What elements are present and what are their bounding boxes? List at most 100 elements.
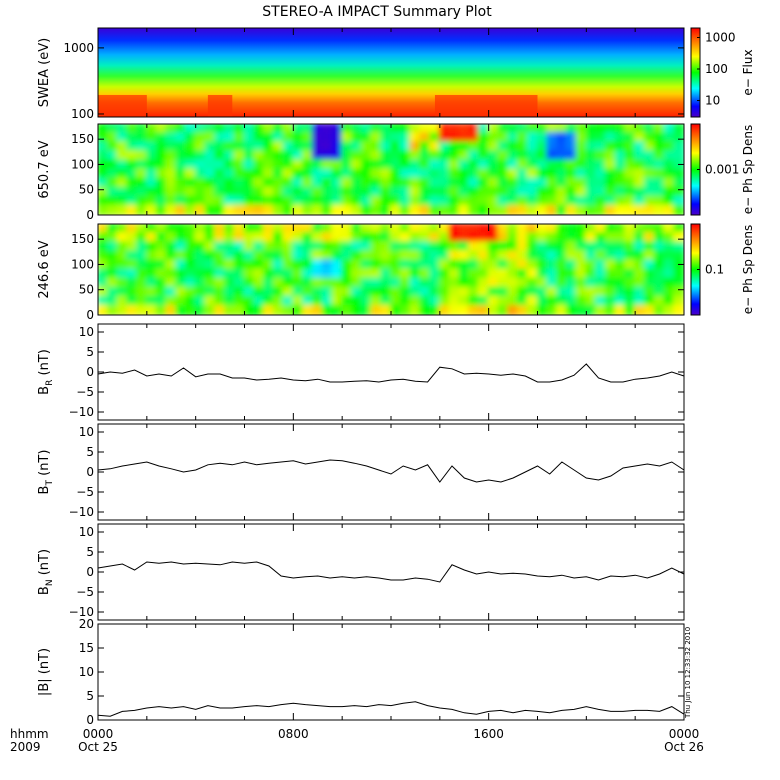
heatmap-cell [624, 304, 637, 315]
heatmap-cell [419, 159, 432, 171]
heatmap-cell [624, 268, 637, 280]
heatmap-cell [653, 186, 666, 198]
heatmap-cell [126, 168, 139, 180]
heatmap-cell [370, 224, 383, 235]
heatmap-cell [497, 232, 510, 244]
heatmap-cell [155, 250, 168, 262]
heatmap-cell [341, 186, 353, 198]
heatmap-cell [292, 232, 305, 244]
heatmap-cell [194, 286, 207, 298]
heatmap-cell [409, 259, 422, 271]
heatmap-cell [653, 241, 666, 253]
heatmap-cell [556, 132, 568, 144]
heatmap-cell [98, 241, 109, 253]
heatmap-cell [419, 232, 432, 244]
heatmap-cell [204, 150, 217, 162]
heatmap-cell [556, 295, 568, 307]
heatmap-cell [546, 186, 559, 198]
heatmap-cell [624, 232, 637, 244]
heatmap-cell [409, 232, 422, 244]
heatmap-cell [263, 250, 275, 262]
heatmap-cell [399, 224, 412, 235]
heatmap-cell [302, 159, 314, 171]
heatmap-cell [556, 232, 568, 244]
series-line-bt [97, 459, 685, 483]
heatmap-cell [468, 204, 480, 215]
heatmap-cell [136, 132, 148, 144]
heatmap-cell [253, 124, 266, 135]
heatmap-cell [263, 277, 275, 289]
heatmap-cell [643, 204, 656, 215]
heatmap-cell [311, 224, 324, 235]
heatmap-cell [98, 259, 109, 271]
heatmap-cell [302, 141, 314, 153]
heatmap-cell [331, 241, 344, 253]
heatmap-cell [419, 277, 432, 289]
heatmap-cell [253, 232, 266, 244]
heatmap-cell [341, 141, 353, 153]
heatmap-cell [126, 241, 139, 253]
heatmap-cell [419, 150, 432, 162]
heatmap-cell [575, 241, 588, 253]
heatmap-cell [487, 259, 500, 271]
heatmap-cell [487, 177, 500, 189]
heatmap-cell [458, 295, 471, 307]
heatmap-cell [126, 286, 139, 298]
heatmap-cell [165, 168, 178, 180]
heatmap-cell [448, 195, 461, 207]
heatmap-cell [516, 286, 529, 298]
heatmap-cell [585, 259, 598, 271]
heatmap-cell [311, 124, 324, 135]
heatmap-cell [214, 241, 226, 253]
heatmap-cell [663, 259, 676, 271]
heatmap-cell [536, 241, 549, 253]
y-tick-label: 15 [79, 641, 94, 655]
heatmap-cell [614, 186, 627, 198]
heatmap-cell [663, 159, 676, 171]
heatmap-cell [507, 268, 519, 280]
heatmap-cell [145, 124, 158, 135]
heatmap-cell [536, 224, 549, 235]
heatmap-cell [116, 204, 129, 215]
heatmap-cell [116, 224, 129, 235]
heatmap-cell [292, 132, 305, 144]
heatmap-cell [145, 277, 158, 289]
heatmap-cell [253, 168, 266, 180]
heatmap-cell [243, 186, 256, 198]
heatmap-cell [380, 268, 392, 280]
heatmap-cell [507, 132, 519, 144]
heatmap-cell [292, 195, 305, 207]
heatmap-cell [214, 268, 226, 280]
heatmap-cell [360, 186, 373, 198]
heatmap-cell [292, 286, 305, 298]
heatmap-cell [419, 195, 432, 207]
heatmap-cell [438, 141, 451, 153]
heatmap-cell [516, 168, 529, 180]
heatmap-cell [311, 304, 324, 315]
heatmap-cell [116, 168, 129, 180]
heatmap-cell [399, 241, 412, 253]
heatmap-cell [98, 232, 109, 244]
heatmap-cell [165, 150, 178, 162]
heatmap-cell [477, 141, 490, 153]
y-tick-label: 10 [79, 665, 94, 679]
heatmap-cell [136, 141, 148, 153]
heatmap-cell [272, 295, 285, 307]
heatmap-cell [575, 195, 588, 207]
heatmap-cell [243, 159, 256, 171]
heatmap-cell [458, 232, 471, 244]
heatmap-cell [360, 168, 373, 180]
y-tick-label: 150 [71, 132, 94, 146]
heatmap-cell [624, 150, 637, 162]
heatmap-cell [448, 141, 461, 153]
heatmap-cell [663, 250, 676, 262]
heatmap-cell [438, 195, 451, 207]
heatmap-cell [673, 268, 684, 280]
heatmap-cell [282, 141, 295, 153]
heatmap-cell [536, 204, 549, 215]
heatmap-cell [595, 268, 607, 280]
heatmap-cell [311, 195, 324, 207]
heatmap-cell [233, 195, 246, 207]
heatmap-cell [184, 277, 197, 289]
heatmap-cell [243, 295, 256, 307]
